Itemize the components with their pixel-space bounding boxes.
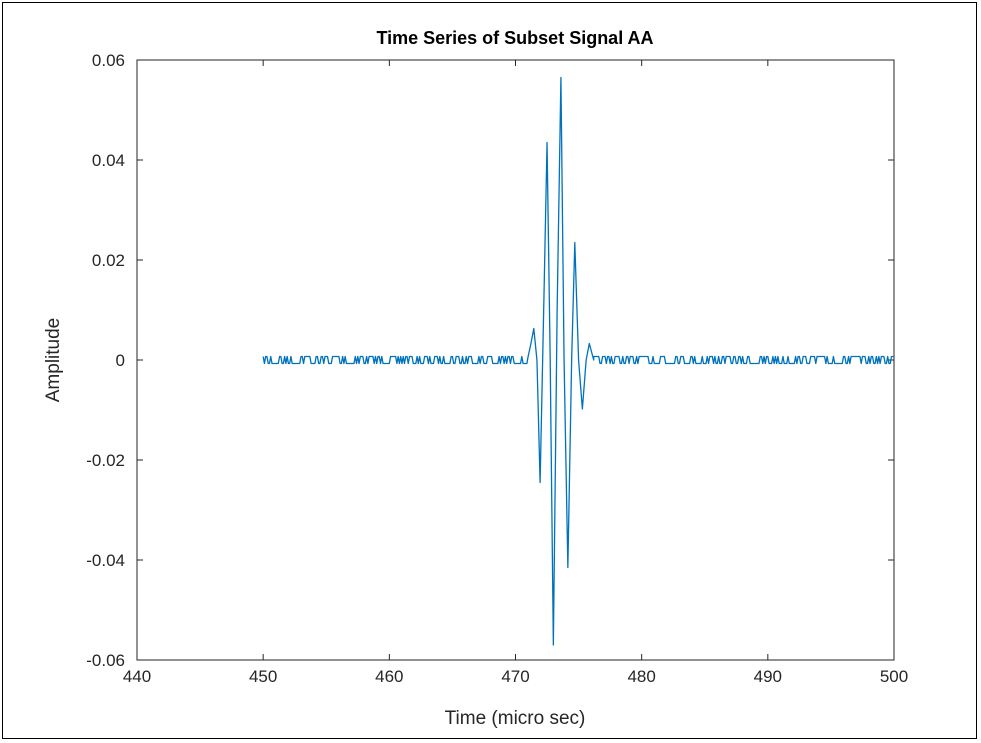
x-tick-label: 480 bbox=[627, 667, 655, 686]
chart-title: Time Series of Subset Signal AA bbox=[376, 28, 653, 48]
y-tick-label: -0.04 bbox=[86, 551, 125, 570]
x-tick-label: 490 bbox=[754, 667, 782, 686]
plot-area bbox=[136, 59, 895, 661]
y-tick-label: 0.04 bbox=[92, 151, 125, 170]
series-layer bbox=[262, 76, 894, 646]
x-tick-label: 500 bbox=[880, 667, 908, 686]
x-axis-label: Time (micro sec) bbox=[445, 708, 586, 729]
y-tick-label: 0.02 bbox=[92, 251, 125, 270]
x-tick-label: 470 bbox=[501, 667, 529, 686]
y-tick-label: 0 bbox=[116, 351, 125, 370]
y-tick-label: -0.02 bbox=[86, 451, 125, 470]
y-axis-label: Amplitude bbox=[43, 318, 64, 403]
x-axis: 440 450 460 470 480 490 500 bbox=[123, 60, 908, 686]
series-line bbox=[262, 76, 894, 646]
y-tick-label: -0.06 bbox=[86, 651, 125, 670]
y-tick-label: 0.06 bbox=[92, 51, 125, 70]
y-axis: -0.06 -0.04 -0.02 0 0.02 0.04 0.06 bbox=[86, 51, 894, 670]
x-tick-label: 440 bbox=[123, 667, 151, 686]
x-tick-label: 450 bbox=[249, 667, 277, 686]
x-tick-label: 460 bbox=[375, 667, 403, 686]
